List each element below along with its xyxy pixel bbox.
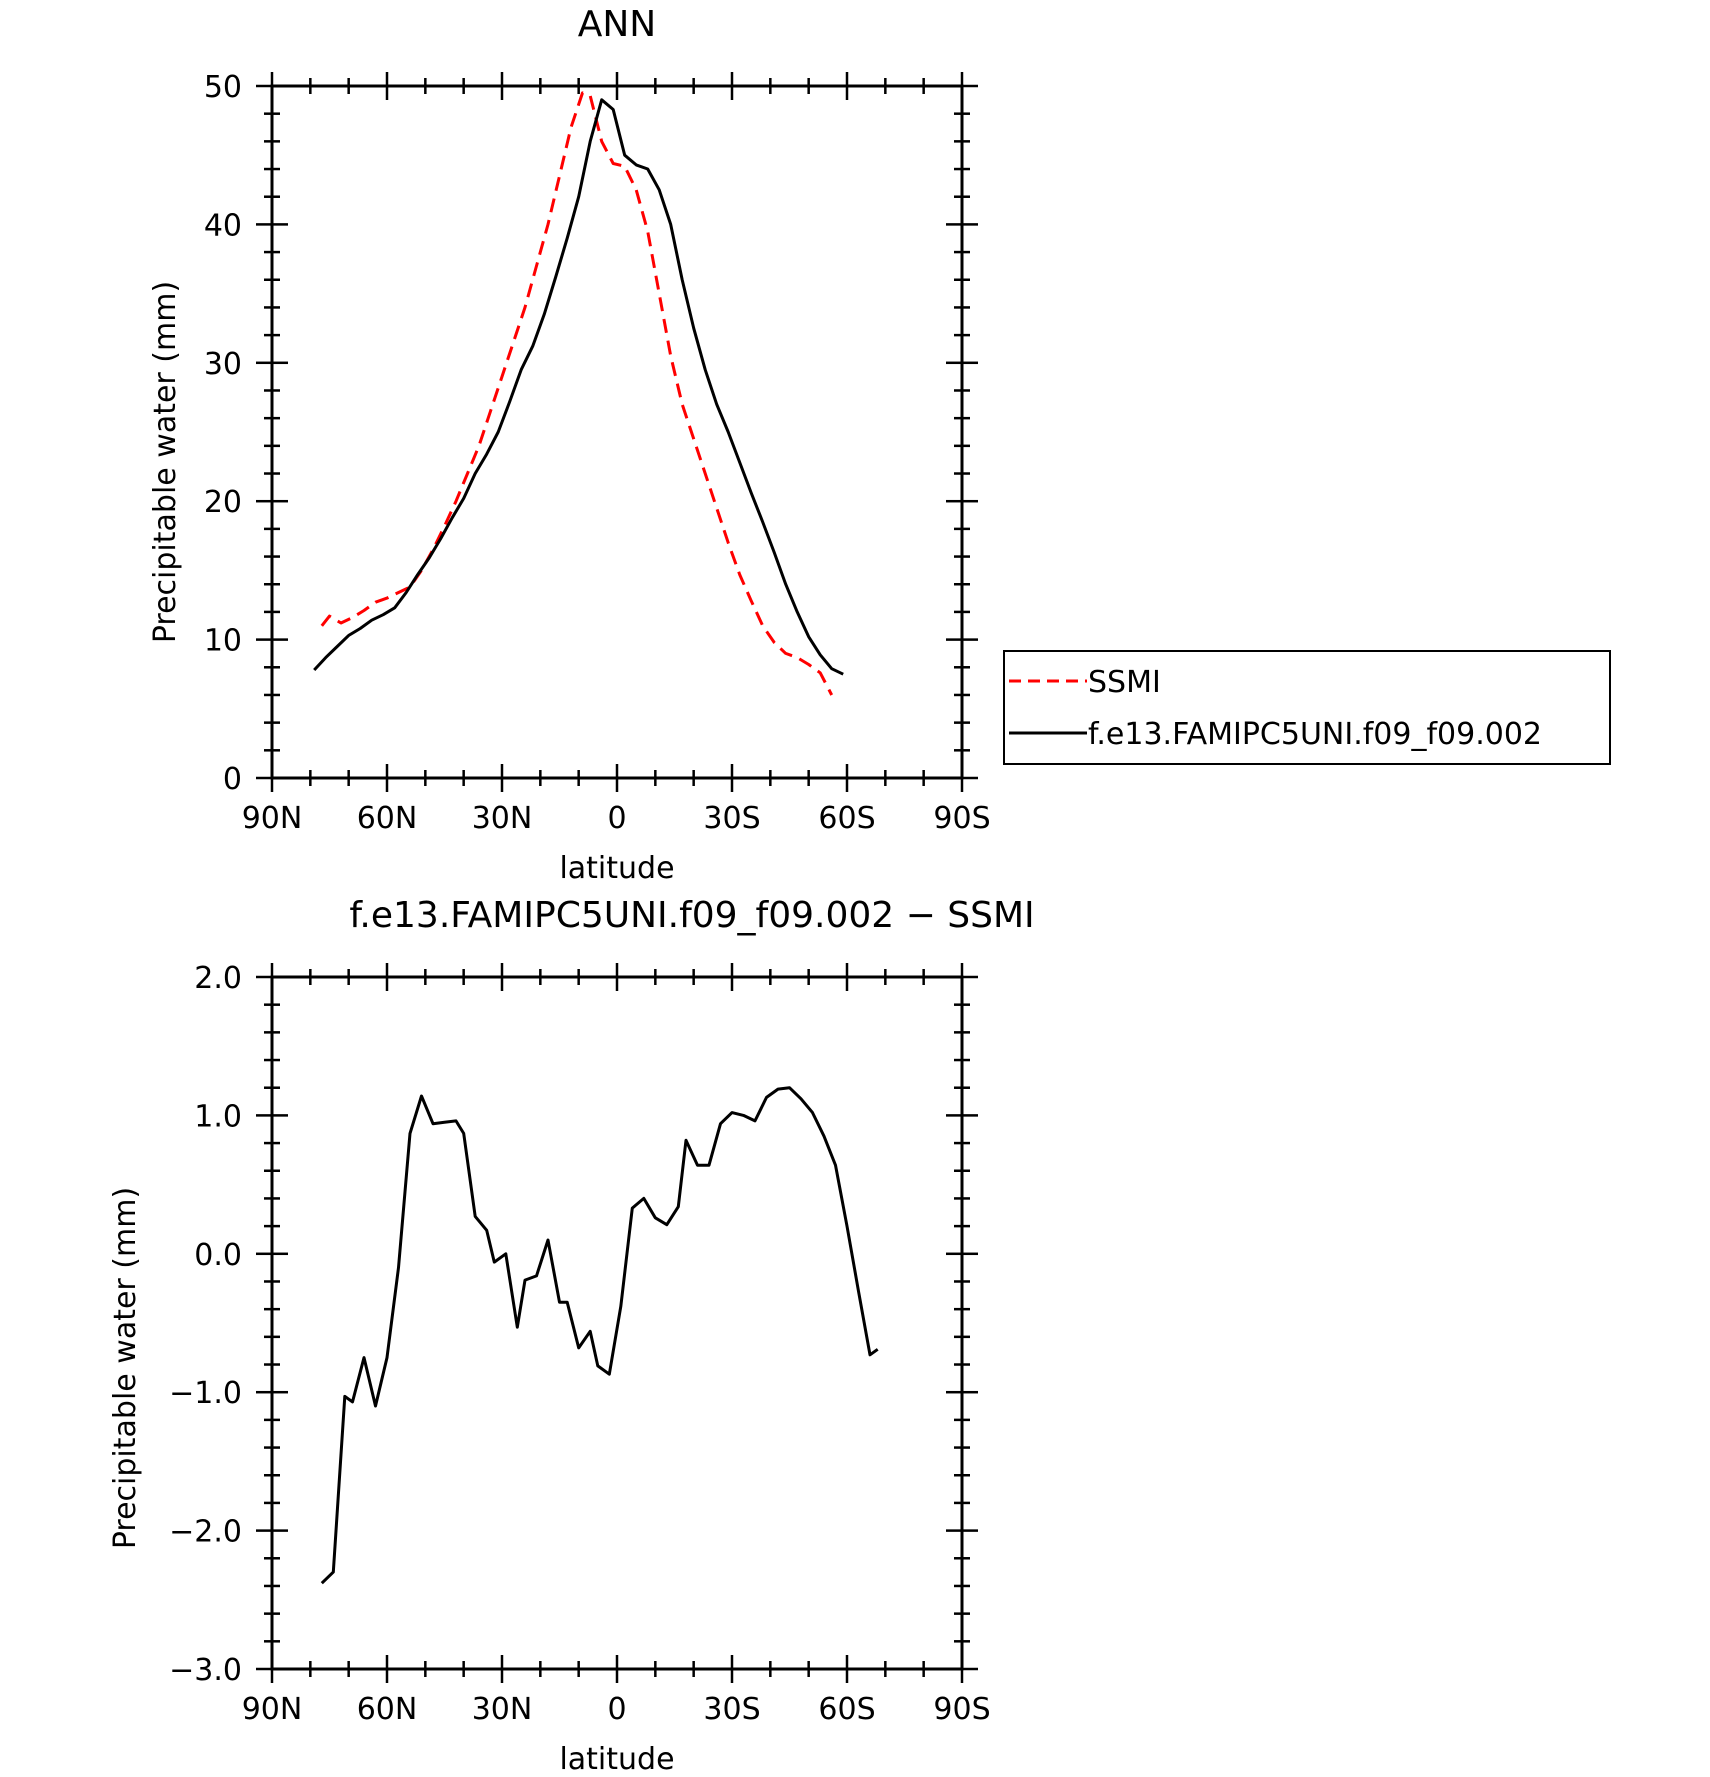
y-tick-labels: −3.0 −2.0 −1.0 0.0 1.0 2.0 bbox=[169, 961, 242, 1688]
y-tick-label: 50 bbox=[204, 70, 242, 105]
x-tick-label: 60S bbox=[818, 1692, 875, 1727]
series-layer bbox=[320, 1086, 879, 1585]
x-tick-label: 90N bbox=[242, 1692, 303, 1727]
x-tick-label: 30N bbox=[472, 1692, 533, 1727]
y-tick-label: 30 bbox=[204, 347, 242, 382]
y-axis-label: Precipitable water (mm) bbox=[148, 281, 183, 643]
y-tick-label: −2.0 bbox=[169, 1515, 242, 1550]
y-tick-label: 10 bbox=[204, 624, 242, 659]
chart-title: f.e13.FAMIPC5UNI.f09_f09.002 − SSMI bbox=[349, 895, 1034, 936]
x-tick-labels: 90N 60N 30N 0 30S 60S 90S bbox=[242, 801, 991, 836]
x-tick-label: 60S bbox=[818, 801, 875, 836]
y-tick-label: 0 bbox=[223, 762, 242, 797]
series-line-1 bbox=[313, 98, 844, 676]
panel-difference: f.e13.FAMIPC5UNI.f09_f09.002 − SSMI 90N 6… bbox=[108, 895, 1035, 1777]
plot-frame bbox=[270, 975, 964, 1671]
y-tick-labels: 0 10 20 30 40 50 bbox=[204, 70, 242, 797]
x-tick-label: 0 bbox=[607, 1692, 626, 1727]
y-tick-label: 20 bbox=[204, 485, 242, 520]
chart-title: ANN bbox=[578, 4, 657, 45]
y-tick-label: 1.0 bbox=[194, 1099, 242, 1134]
tick-marks bbox=[256, 72, 978, 792]
series-line-0 bbox=[320, 91, 834, 696]
x-tick-label: 0 bbox=[607, 801, 626, 836]
y-tick-label: −1.0 bbox=[169, 1376, 242, 1411]
legend-label-model: f.e13.FAMIPC5UNI.f09_f09.002 bbox=[1088, 717, 1542, 752]
legend-box bbox=[1003, 650, 1611, 765]
y-axis-label: Precipitable water (mm) bbox=[108, 1187, 143, 1549]
x-tick-label: 30N bbox=[472, 801, 533, 836]
x-tick-label: 90S bbox=[933, 801, 990, 836]
series-layer bbox=[313, 91, 844, 696]
x-tick-labels: 90N 60N 30N 0 30S 60S 90S bbox=[242, 1692, 991, 1727]
x-tick-label: 90N bbox=[242, 801, 303, 836]
y-tick-label: 2.0 bbox=[194, 961, 242, 996]
y-tick-label: 0.0 bbox=[194, 1238, 242, 1273]
panel-annual-mean: ANN 90N 60N 30N 0 30S 60S 90S 0 10 20 30 40 50 lati… bbox=[148, 4, 1611, 886]
y-tick-label: 40 bbox=[204, 208, 242, 243]
x-tick-label: 60N bbox=[357, 801, 418, 836]
series-line-0 bbox=[320, 1086, 879, 1585]
y-tick-label: −3.0 bbox=[169, 1653, 242, 1688]
x-tick-label: 90S bbox=[933, 1692, 990, 1727]
x-tick-label: 30S bbox=[703, 801, 760, 836]
plot-frame bbox=[270, 84, 964, 780]
x-tick-label: 30S bbox=[703, 1692, 760, 1727]
legend: SSMI f.e13.FAMIPC5UNI.f09_f09.002 bbox=[1003, 650, 1611, 765]
legend-label-ssmi: SSMI bbox=[1088, 665, 1161, 700]
x-axis-label: latitude bbox=[559, 851, 674, 886]
x-axis-label: latitude bbox=[559, 1742, 674, 1777]
x-tick-label: 60N bbox=[357, 1692, 418, 1727]
